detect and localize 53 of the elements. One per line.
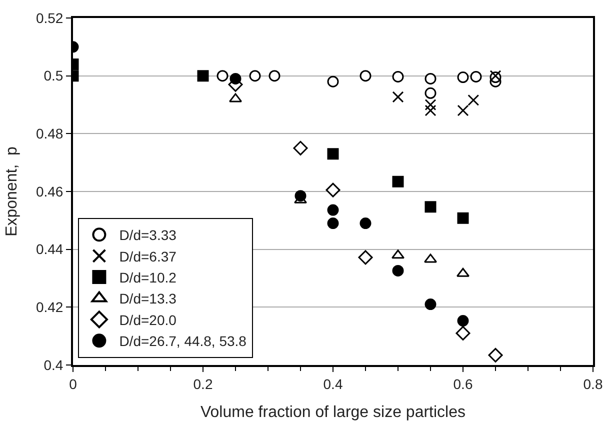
y-tick-label: 0.42 <box>36 299 64 316</box>
y-tick-label: 0.5 <box>44 68 64 84</box>
point <box>424 99 436 110</box>
point <box>424 87 436 99</box>
y-tick-label: 0.46 <box>36 183 64 200</box>
point <box>249 70 261 82</box>
x-tick-label: 0 <box>69 376 78 392</box>
point <box>294 190 306 202</box>
point <box>268 70 280 82</box>
point <box>457 315 469 327</box>
legend-label: D/d=13.3 <box>119 290 177 307</box>
legend-label: D/d=6.37 <box>119 248 177 264</box>
legend-label: D/d=3.33 <box>119 227 177 244</box>
point <box>424 104 436 116</box>
point <box>327 204 339 216</box>
point <box>456 326 470 340</box>
point <box>327 218 339 230</box>
x-tick-label: 0.2 <box>193 376 213 392</box>
point <box>392 264 404 276</box>
legend-label: D/d=26.7, 44.8, 53.8 <box>119 333 247 350</box>
point <box>392 91 404 103</box>
point <box>358 250 373 265</box>
y-tick-label: 0.4 <box>44 356 64 373</box>
x-tick-label: 0.6 <box>453 376 473 392</box>
point <box>293 140 308 156</box>
point <box>457 104 469 116</box>
point <box>392 176 404 188</box>
point <box>392 70 404 82</box>
point <box>327 148 339 160</box>
x-tick-label: 0.4 <box>323 376 343 392</box>
point <box>424 298 436 310</box>
x-axis-title: Volume fraction of large size particles <box>200 404 466 421</box>
point <box>326 182 340 198</box>
y-axis-title: Exponent, p <box>3 146 20 236</box>
point <box>457 72 469 84</box>
y-tick-label: 0.44 <box>36 241 64 258</box>
y-tick-label: 0.52 <box>36 10 64 26</box>
point <box>360 218 372 230</box>
point <box>360 70 372 82</box>
y-tick-label: 0.48 <box>36 126 64 142</box>
point <box>470 70 482 82</box>
point <box>230 72 242 84</box>
point <box>327 76 339 88</box>
x-tick-label: 0.8 <box>583 376 603 392</box>
legend-label: D/d=10.2 <box>119 270 177 286</box>
point <box>424 201 436 213</box>
point <box>424 72 436 84</box>
point <box>197 70 209 82</box>
point <box>216 70 228 82</box>
point <box>488 348 503 362</box>
legend-label: D/d=20.0 <box>119 312 177 328</box>
point <box>468 94 480 106</box>
point <box>457 212 469 224</box>
